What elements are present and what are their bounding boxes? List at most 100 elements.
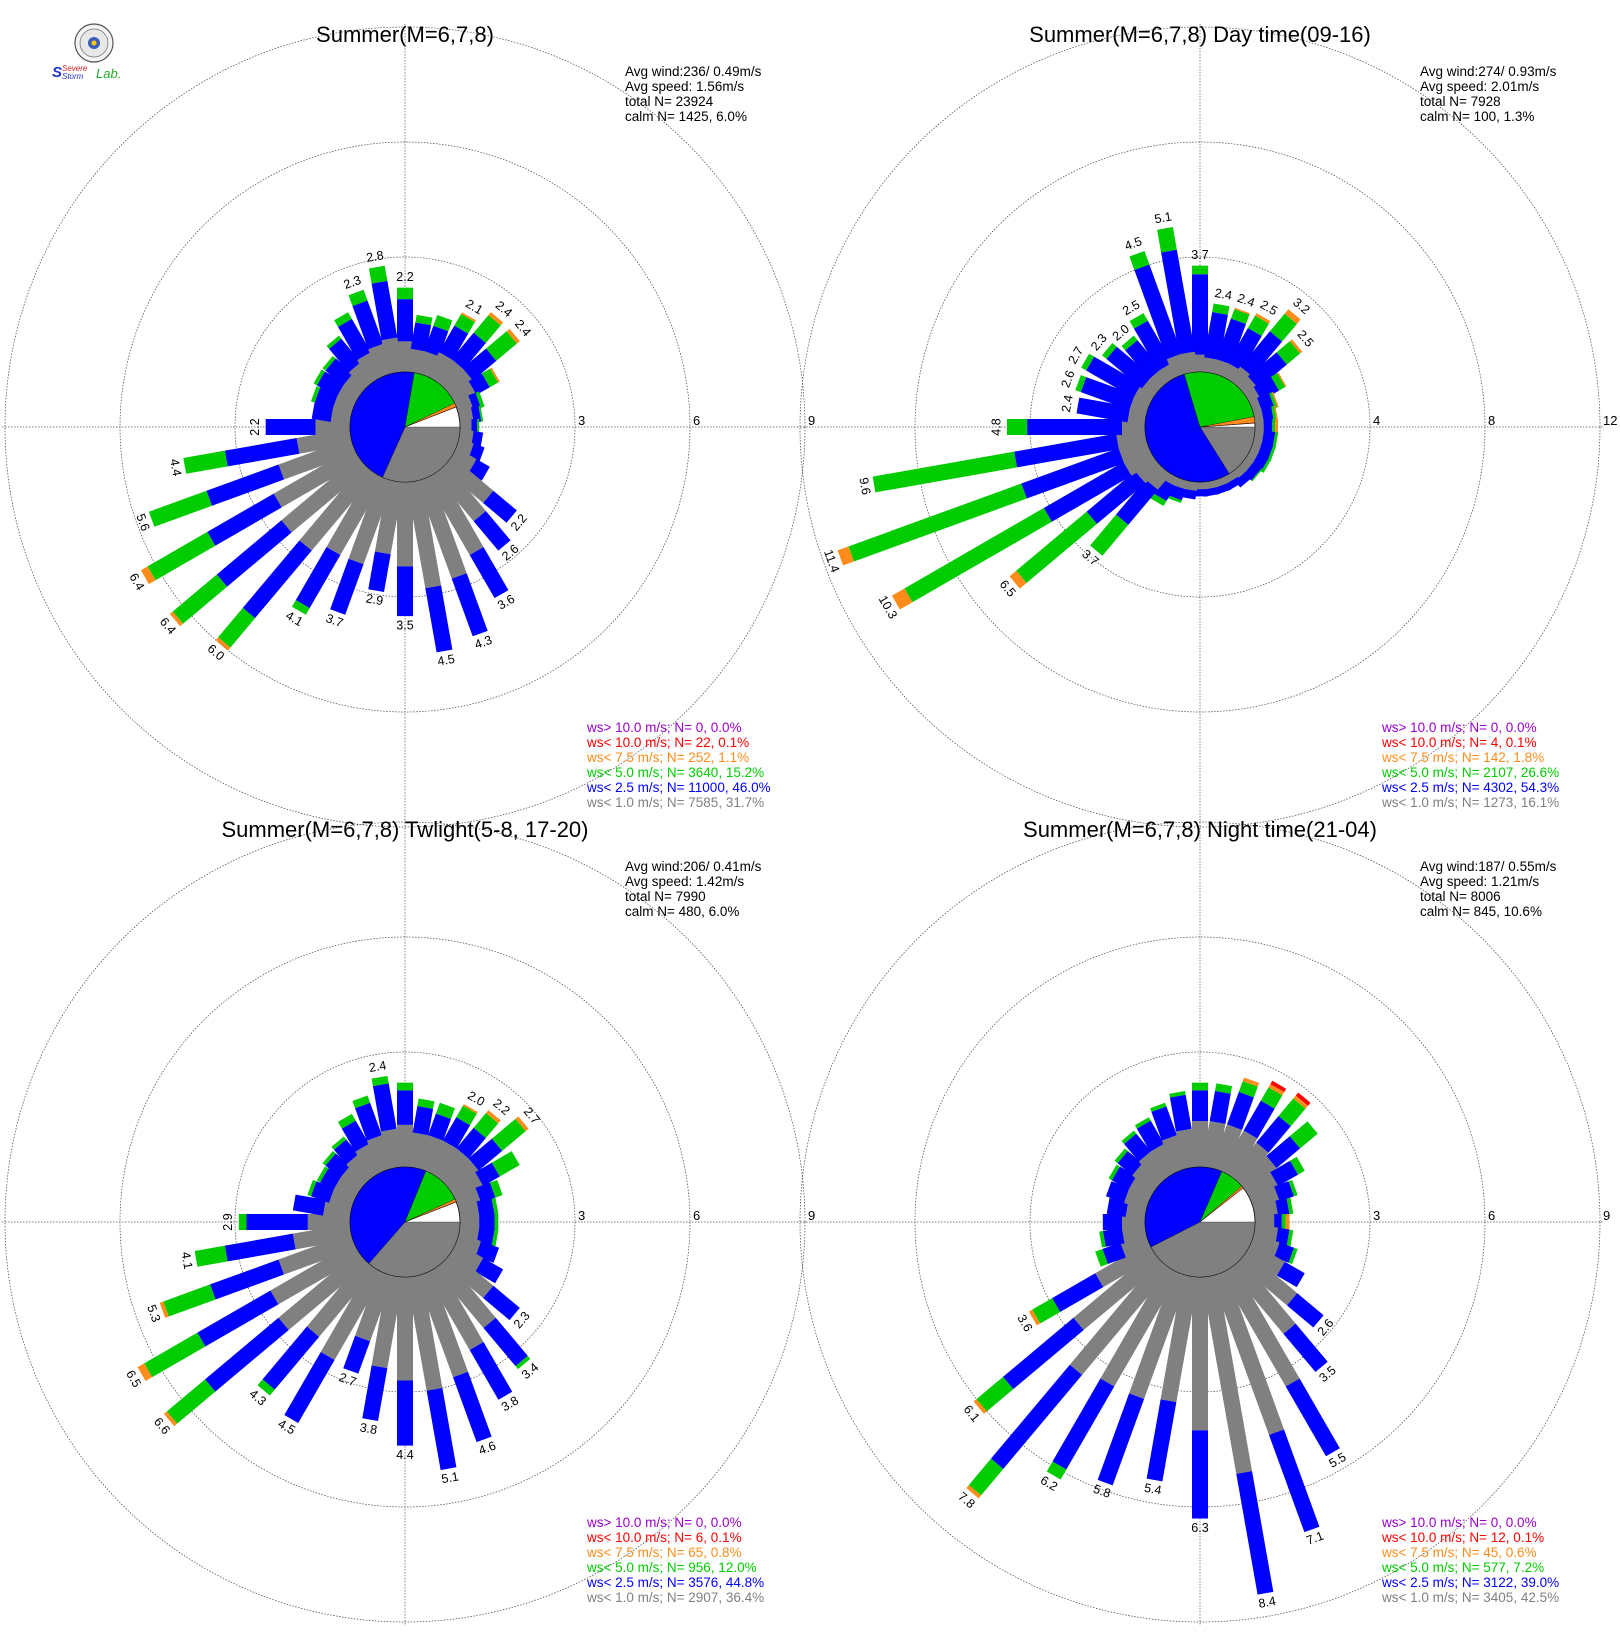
bar-segment <box>278 438 357 480</box>
bar-segment <box>216 520 292 587</box>
direction-bar-350: 2.8 <box>365 248 404 375</box>
bar-segment <box>1277 372 1287 388</box>
bar-segment <box>336 382 362 407</box>
bar-segment <box>330 558 364 615</box>
bar-segment <box>1161 249 1195 355</box>
bar-segment <box>333 1176 362 1202</box>
wind-rose-panel-4: 3 6 92.63.55.57.18.46.35.45.86.27.86.13.6S… <box>797 817 1610 1625</box>
direction-bar-310 <box>322 355 369 398</box>
bar-segment <box>355 1102 382 1141</box>
bar-segment <box>1134 1117 1151 1129</box>
bar-segment <box>1021 448 1125 499</box>
bar-segment <box>1276 341 1301 365</box>
stat-line: total N= 7928 <box>1420 94 1501 109</box>
bar-segment <box>169 611 184 627</box>
bar-segment <box>1106 346 1152 389</box>
bar-segment <box>475 1162 500 1187</box>
bar-segment <box>1286 1293 1324 1328</box>
bar-segment <box>1108 1164 1120 1181</box>
bar-segment <box>299 463 376 551</box>
bar-segment <box>441 1251 494 1298</box>
bar-segment <box>172 574 228 624</box>
legend-entry: ws< 10.0 m/s; N= 6, 0.1% <box>586 1530 742 1545</box>
direction-bar-50: 2.4 <box>441 317 534 398</box>
bar-segment <box>454 313 475 334</box>
bar-segment <box>1165 494 1182 504</box>
bar-segment <box>1288 1247 1298 1265</box>
bar-segment <box>441 456 494 503</box>
direction-bar-210: 6.2 <box>1038 1265 1180 1494</box>
bar-segment <box>278 1233 357 1275</box>
direction-bar-170: 4.5 <box>406 479 456 669</box>
bar-segment <box>1097 1393 1145 1486</box>
direction-bar-240: 6.5 <box>123 1242 362 1390</box>
bar-segment <box>1073 1251 1164 1331</box>
bar-segment <box>334 312 352 327</box>
bar-segment <box>1069 1258 1171 1375</box>
bar-segment <box>242 540 312 619</box>
bar-segment <box>1234 307 1250 315</box>
bar-segment <box>441 1158 479 1193</box>
stat-line: total N= 7990 <box>625 889 706 904</box>
bar-segment <box>1268 1429 1320 1533</box>
ring-label: 4 <box>1373 413 1380 428</box>
bar-value-label: 2.6 <box>1058 368 1077 389</box>
bar-segment <box>341 1120 370 1152</box>
bar-segment <box>224 437 300 467</box>
wind-rose-panel-1: 3 6 92.22.1 2.42.42.22.63.64.34.53.52.93.74… <box>2 22 815 830</box>
bar-segment <box>380 1128 404 1170</box>
direction-bar-250: 5.3 <box>144 1233 357 1324</box>
legend-entry: ws< 5.0 m/s; N= 2107, 26.6% <box>1381 765 1559 780</box>
calm-pie <box>1144 1166 1256 1278</box>
bar-segment <box>483 1317 528 1367</box>
bar-segment <box>1100 1265 1180 1387</box>
bar-segment <box>417 1098 435 1109</box>
bar-segment <box>1212 303 1230 315</box>
bar-segment <box>483 490 517 523</box>
bar-value-label: 4.5 <box>1123 234 1144 253</box>
bar-segment <box>1160 1274 1199 1403</box>
bar-segment <box>1242 1077 1260 1087</box>
bar-value-label: 2.2 <box>396 270 413 284</box>
bar-segment <box>205 1317 289 1392</box>
bar-segment <box>1238 1081 1258 1098</box>
bar-segment <box>410 322 432 352</box>
direction-bar-110 <box>1248 1233 1298 1265</box>
bar-segment <box>340 1165 369 1193</box>
stat-line: Avg wind:236/ 0.49m/s <box>625 64 762 79</box>
ring-label: 3 <box>578 413 585 428</box>
ring-3 <box>234 1051 576 1393</box>
direction-bar-40 <box>1229 1092 1311 1186</box>
calm-pie <box>1144 371 1256 483</box>
direction-bar-260: 9.6 <box>856 428 1148 496</box>
bar-segment <box>425 1265 484 1350</box>
ring-label: 9 <box>808 1208 815 1223</box>
bar-segment <box>397 482 413 567</box>
bar-segment <box>326 470 385 555</box>
legend-entry: ws> 10.0 m/s; N= 0, 0.0% <box>586 720 742 735</box>
bar-segment <box>406 1274 443 1391</box>
bar-segment <box>1002 1317 1084 1390</box>
bar-value-label: 3.7 <box>1191 248 1208 262</box>
bar-segment <box>257 1379 275 1396</box>
bar-segment <box>415 314 433 326</box>
bar-segment <box>1220 1130 1258 1179</box>
bar-segment <box>462 1103 478 1114</box>
bar-segment <box>416 1270 469 1378</box>
bar-segment <box>456 1105 477 1126</box>
bar-segment <box>515 1116 529 1132</box>
bar-segment <box>306 1258 376 1337</box>
bar-segment <box>357 352 385 384</box>
bar-segment <box>1102 1242 1126 1265</box>
bar-segment <box>368 551 391 593</box>
bar-segment <box>494 1214 499 1230</box>
bar-segment <box>973 1399 987 1414</box>
bar-segment <box>343 1335 371 1374</box>
bar-value-label: 2.0 <box>465 1088 487 1109</box>
bar-segment <box>486 331 517 361</box>
direction-bar-10 <box>406 314 433 375</box>
bar-segment <box>428 1113 451 1141</box>
bar-segment <box>270 1242 362 1305</box>
legend-entry: ws< 7.5 m/s; N= 142, 1.8% <box>1381 750 1544 765</box>
